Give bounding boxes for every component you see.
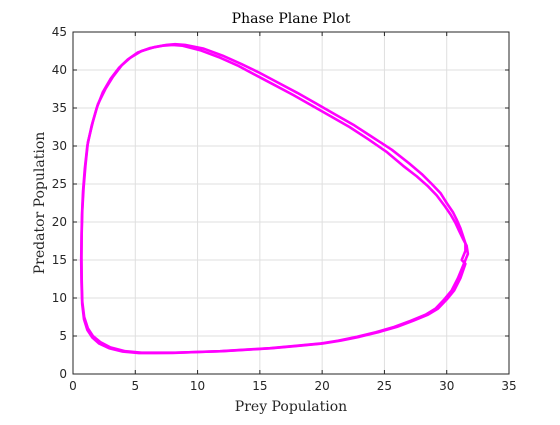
y-tick-label: 5 bbox=[59, 329, 67, 343]
tick-labels: 0 5 10 15 20 25 30 35 0 5 10 15 20 25 30 35 40 45 bbox=[52, 25, 517, 393]
y-tick-label: 15 bbox=[52, 253, 67, 267]
x-tick-label: 5 bbox=[131, 379, 139, 393]
series-line-2 bbox=[79, 43, 470, 355]
axes-box bbox=[72, 31, 510, 375]
y-axis-title: Predator Population bbox=[32, 132, 48, 275]
x-tick-label: 20 bbox=[315, 379, 330, 393]
x-tick-label: 0 bbox=[69, 379, 77, 393]
y-tick-label: 0 bbox=[59, 367, 67, 381]
x-tick-label: 35 bbox=[501, 379, 516, 393]
x-tick-label: 10 bbox=[190, 379, 205, 393]
y-tick-label: 30 bbox=[52, 139, 67, 153]
y-tick-label: 25 bbox=[52, 177, 67, 191]
y-tick-label: 35 bbox=[52, 101, 67, 115]
axes bbox=[72, 31, 510, 375]
x-axis-title: Prey Population bbox=[235, 399, 347, 415]
y-tick-label: 45 bbox=[52, 25, 67, 39]
y-tick-label: 40 bbox=[52, 63, 67, 77]
x-tick-label: 25 bbox=[377, 379, 392, 393]
x-tick-label: 15 bbox=[252, 379, 267, 393]
chart-title: Phase Plane Plot bbox=[232, 11, 351, 27]
y-tick-label: 10 bbox=[52, 291, 67, 305]
series-layer bbox=[79, 42, 470, 355]
x-tick-label: 30 bbox=[439, 379, 454, 393]
y-tick-label: 20 bbox=[52, 215, 67, 229]
